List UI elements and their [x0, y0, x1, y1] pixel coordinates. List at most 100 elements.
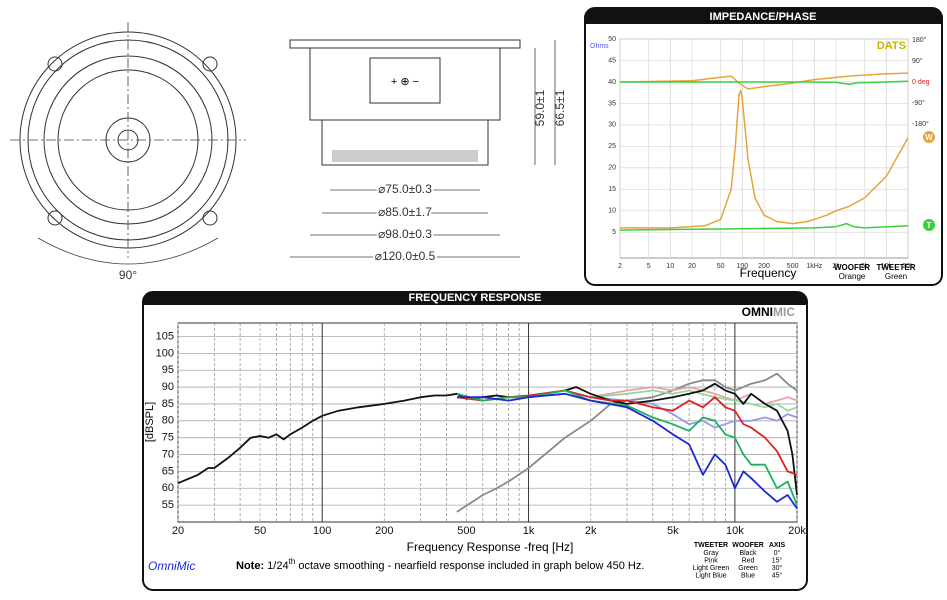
x-tick-label: 2: [618, 263, 622, 270]
x-tick-label: 500: [787, 263, 799, 270]
dim-label: ⌀120.0±0.5: [375, 249, 436, 263]
brand-part: OMNI: [742, 305, 773, 319]
y-tick-label: 70: [162, 448, 174, 460]
y-tick-label: 30: [608, 122, 616, 129]
y-tick-label: 80: [162, 415, 174, 427]
x-tick-label: 50: [254, 525, 266, 537]
series-line: [456, 372, 798, 513]
series-line: [590, 389, 798, 412]
series-line: [619, 72, 909, 90]
y-tick-label: 55: [162, 499, 174, 511]
legend-cell: Light Blue: [695, 572, 726, 579]
x-axis-label: Frequency: [740, 266, 797, 280]
y-tick-label: 45: [608, 57, 616, 64]
y-tick-label: 5: [612, 229, 616, 236]
series-line: [457, 392, 798, 510]
note-sup: th: [289, 557, 296, 566]
y2-tick-label: -180°: [912, 120, 929, 128]
polarity: + ⊕ −: [391, 76, 419, 88]
x-tick-label: 50: [717, 263, 725, 270]
legend-cell: Blue: [741, 572, 755, 579]
series-line: [620, 89, 909, 229]
x-tick-label: 5k: [861, 263, 869, 270]
y-tick-label: 90: [162, 381, 174, 393]
terminal: [369, 57, 441, 104]
y2-tick-label: 90°: [912, 57, 923, 65]
legend-color: Green: [885, 272, 907, 281]
y-axis-label: Ohms: [590, 43, 609, 50]
legend-cell: Light Green: [693, 565, 730, 572]
x-tick-label: 20: [688, 263, 696, 270]
angle-arc: [37, 237, 219, 265]
x-tick-label: 10k: [881, 263, 893, 270]
y-tick-label: 15: [608, 186, 616, 193]
hole: [47, 210, 63, 226]
y-tick-label: 85: [162, 398, 174, 410]
dim-label: ⌀75.0±0.3: [378, 182, 432, 196]
legend-color: Orange: [839, 272, 866, 281]
x-tick-label: 100: [313, 525, 331, 537]
series-line: [620, 80, 909, 86]
x-tick-label: 2k: [585, 525, 597, 537]
y2-tick-label: -90°: [912, 99, 925, 107]
x-tick-label: 100: [736, 263, 748, 270]
hole: [202, 210, 218, 226]
series-line: [590, 396, 798, 429]
legend-name: TWEETER: [876, 263, 915, 272]
brand: DATS: [877, 40, 906, 52]
dim-label: ⌀98.0±0.3: [378, 227, 432, 241]
frame: [309, 48, 501, 166]
legend-cell: Green: [738, 565, 758, 572]
hole: [202, 56, 218, 72]
y2-tick-label: 180°: [912, 36, 927, 44]
legend-header: WOOFER: [732, 542, 764, 549]
x-tick-label: 1k: [523, 525, 535, 537]
x-tick-label: 20k: [902, 263, 914, 270]
series-marker-label: T: [927, 221, 932, 230]
frame: [289, 39, 521, 49]
panel-title: IMPEDANCE/PHASE: [710, 11, 817, 23]
y-tick-label: 65: [162, 465, 174, 477]
x-tick-label: 20: [172, 525, 184, 537]
series-line: [619, 222, 909, 231]
series-marker: [923, 131, 935, 143]
x-tick-label: 10: [666, 263, 674, 270]
y-tick-label: 20: [608, 165, 616, 172]
dim-label: 90°: [119, 268, 137, 282]
series-marker-label: W: [925, 133, 933, 142]
panel-title: FREQUENCY RESPONSE: [408, 292, 541, 304]
y-tick-label: 95: [162, 364, 174, 376]
hole: [47, 56, 63, 72]
x-tick-label: 1kHz: [806, 263, 822, 270]
y-tick-label: 50: [608, 36, 616, 43]
y-axis-label: [dBSPL]: [144, 402, 156, 442]
y-tick-label: 100: [156, 347, 174, 359]
x-tick-label: 5: [647, 263, 651, 270]
x-tick-label: 2k: [832, 263, 840, 270]
y-tick-label: 105: [156, 330, 174, 342]
y-tick-label: 35: [608, 100, 616, 107]
note-text: 1/24: [267, 560, 288, 572]
y-tick-label: 10: [608, 208, 616, 215]
brand-part: MIC: [773, 305, 795, 319]
legend-name: WOOFER: [834, 263, 870, 272]
dim-label: ⌀85.0±1.7: [378, 205, 432, 219]
brand: OMNIMIC: [742, 305, 796, 319]
x-tick-label: 10k: [726, 525, 744, 537]
legend-cell: Gray: [703, 550, 719, 557]
note-label: Note:: [236, 560, 264, 572]
dim-label: 66.5±1: [553, 89, 567, 126]
legend-cell: 0°: [774, 549, 781, 557]
legend-cell: Black: [739, 550, 757, 557]
x-axis-label: Frequency Response -freq [Hz]: [407, 540, 574, 554]
y-tick-label: 60: [162, 482, 174, 494]
y2-tick-label: 0 deg: [912, 79, 930, 86]
x-tick-label: 200: [758, 263, 770, 270]
legend-header: AXIS: [769, 542, 786, 549]
x-tick-label: 200: [375, 525, 393, 537]
x-tick-label: 500: [457, 525, 475, 537]
legend-header: TWEETER: [694, 542, 728, 549]
speaker-drawing: 90° + ⊕ − ⌀75.0±0.3 ⌀85.0±1.7 ⌀98.0±0.3 …: [10, 22, 567, 282]
series-line: [456, 389, 798, 476]
